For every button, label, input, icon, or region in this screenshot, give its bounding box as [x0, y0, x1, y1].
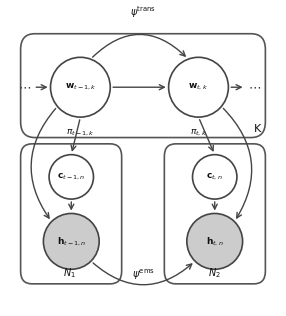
- Text: $N_2$: $N_2$: [208, 266, 221, 280]
- FancyArrowPatch shape: [200, 120, 213, 151]
- FancyArrowPatch shape: [93, 263, 192, 285]
- FancyArrowPatch shape: [212, 202, 217, 209]
- Text: $\mathbf{c}_{t,n}$: $\mathbf{c}_{t,n}$: [206, 172, 223, 182]
- Ellipse shape: [43, 214, 99, 269]
- Text: $\mathbf{h}_{t,n}$: $\mathbf{h}_{t,n}$: [206, 235, 224, 247]
- FancyArrowPatch shape: [223, 108, 252, 218]
- FancyArrowPatch shape: [93, 34, 185, 57]
- FancyBboxPatch shape: [21, 144, 122, 284]
- Text: K: K: [254, 125, 261, 134]
- Ellipse shape: [192, 155, 237, 199]
- FancyArrowPatch shape: [71, 120, 80, 150]
- Text: $\mathbf{w}_{t-1,k}$: $\mathbf{w}_{t-1,k}$: [65, 82, 96, 92]
- Text: $\cdots$: $\cdots$: [17, 81, 31, 94]
- Text: $\mathbf{w}_{t,k}$: $\mathbf{w}_{t,k}$: [188, 82, 208, 92]
- Text: $\cdots$: $\cdots$: [248, 81, 261, 94]
- Ellipse shape: [51, 57, 110, 117]
- Text: $\mathbf{c}_{t-1,n}$: $\mathbf{c}_{t-1,n}$: [57, 172, 86, 182]
- Ellipse shape: [187, 214, 243, 269]
- Text: $\psi^{\mathrm{trans}}$: $\psi^{\mathrm{trans}}$: [130, 4, 156, 20]
- Ellipse shape: [169, 57, 229, 117]
- Text: $\pi_{t,k}$: $\pi_{t,k}$: [190, 128, 207, 138]
- FancyArrowPatch shape: [113, 85, 164, 90]
- Text: $\pi_{t-1,k}$: $\pi_{t-1,k}$: [66, 128, 95, 138]
- FancyBboxPatch shape: [164, 144, 265, 284]
- Ellipse shape: [49, 155, 94, 199]
- FancyArrowPatch shape: [231, 85, 241, 90]
- FancyBboxPatch shape: [21, 34, 265, 137]
- FancyArrowPatch shape: [69, 202, 74, 209]
- Text: $N_1$: $N_1$: [63, 266, 76, 280]
- Text: $\mathbf{h}_{t-1,n}$: $\mathbf{h}_{t-1,n}$: [57, 235, 86, 247]
- Text: $\psi^{\mathrm{ems}}$: $\psi^{\mathrm{ems}}$: [132, 267, 154, 282]
- FancyArrowPatch shape: [31, 108, 56, 218]
- FancyArrowPatch shape: [36, 85, 46, 90]
